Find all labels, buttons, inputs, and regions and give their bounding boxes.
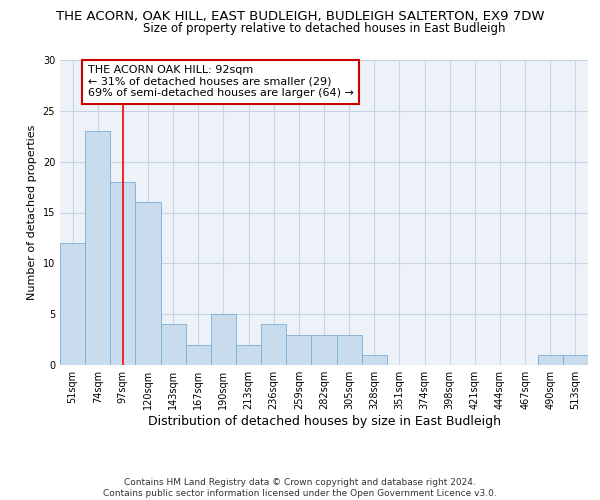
Title: Size of property relative to detached houses in East Budleigh: Size of property relative to detached ho… [143,22,505,35]
Bar [362,355,387,365]
Bar [161,324,186,365]
Bar [85,131,110,365]
Bar [538,355,563,365]
Text: Contains HM Land Registry data © Crown copyright and database right 2024.
Contai: Contains HM Land Registry data © Crown c… [103,478,497,498]
Bar [236,344,261,365]
Text: THE ACORN, OAK HILL, EAST BUDLEIGH, BUDLEIGH SALTERTON, EX9 7DW: THE ACORN, OAK HILL, EAST BUDLEIGH, BUDL… [56,10,544,23]
Bar [337,334,362,365]
Bar [136,202,161,365]
Bar [286,334,311,365]
Bar [211,314,236,365]
Bar [60,243,85,365]
Y-axis label: Number of detached properties: Number of detached properties [27,125,37,300]
Bar [110,182,136,365]
Bar [311,334,337,365]
X-axis label: Distribution of detached houses by size in East Budleigh: Distribution of detached houses by size … [148,415,500,428]
Text: THE ACORN OAK HILL: 92sqm
← 31% of detached houses are smaller (29)
69% of semi-: THE ACORN OAK HILL: 92sqm ← 31% of detac… [88,65,353,98]
Bar [261,324,286,365]
Bar [563,355,588,365]
Bar [186,344,211,365]
